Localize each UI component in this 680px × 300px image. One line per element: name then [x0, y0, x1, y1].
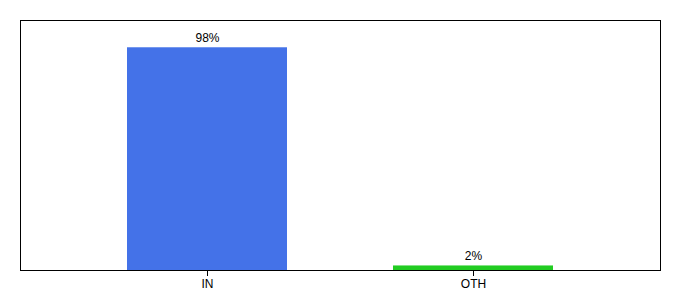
svg-text:2%: 2%: [465, 249, 483, 263]
svg-text:98%: 98%: [195, 31, 219, 45]
svg-text:OTH: OTH: [461, 277, 486, 291]
svg-text:IN: IN: [202, 277, 214, 291]
